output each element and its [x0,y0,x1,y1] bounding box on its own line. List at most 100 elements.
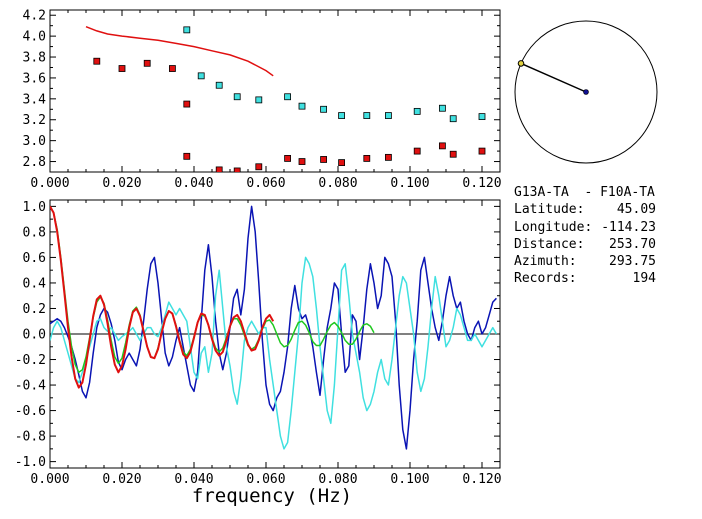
red-trace [50,205,275,389]
x-tick-label: 0.080 [318,176,357,191]
model-curve [85,26,274,77]
cyan-point [320,105,328,113]
red-point [233,167,241,172]
info-value: 45.09 [616,202,656,218]
cyan-point [438,104,446,112]
red-point [183,152,191,160]
red-point [384,153,392,161]
y-tick-label: 3.2 [23,113,46,128]
info-value: -114.23 [601,219,656,235]
cyan-point [233,93,241,101]
red-point [255,163,263,171]
info-value: 293.75 [609,254,656,270]
red-point [93,57,101,65]
y-tick-label: 3.6 [23,71,46,86]
source-marker [517,60,525,67]
y-tick-label: -1.0 [15,455,46,470]
red-point [298,158,306,165]
x-tick-label: 0.040 [174,176,213,191]
y-tick-label: 4.0 [23,30,46,45]
y-tick-label: -0.4 [15,379,46,394]
azimuth-inset [514,20,658,164]
station-info-panel: G13A-TA - F10A-TA Latitude: 45.09 Longitu… [514,184,700,288]
great-circle-path [520,62,587,93]
x-axis-title: frequency (Hz) [192,485,352,507]
cyan-point [338,112,346,119]
red-point [363,155,371,162]
cyan-point [284,93,292,101]
info-row-distance: Distance: 253.70 [514,236,700,253]
red-point [215,166,223,172]
red-point [320,156,328,163]
y-tick-label: 0.6 [23,251,46,266]
cyan-point [215,81,223,89]
y-tick-label: 3.0 [23,134,46,149]
velocity-plot: 0.000 0.020 0.040 0.060 0.080 0.100 0.120 2.8 3.… [23,9,502,191]
x-tick-label: 0.000 [30,472,69,487]
y-tick-label: 3.4 [23,92,47,107]
station-marker [583,89,589,95]
station-pair-title: G13A-TA - F10A-TA [514,185,655,200]
info-row-latitude: Latitude: 45.09 [514,201,700,218]
x-tick-label: 0.040 [174,472,213,487]
x-tick-label: 0.100 [390,176,429,191]
cyan-point [413,107,421,115]
cyan-point [255,96,263,104]
info-label: Distance: [514,236,585,252]
red-point [478,147,486,155]
red-point [338,159,346,166]
cyan-point [478,113,486,121]
info-row-records: Records: 194 [514,270,700,287]
y-tick-label: -0.2 [15,353,46,368]
cyan-trace [50,256,498,450]
red-point [413,147,421,155]
waveform-plot: 0.000 0.020 0.040 0.060 0.080 0.100 0.120 -1.0 -… [15,199,502,487]
plot-frame [49,9,501,173]
info-value: 194 [632,271,656,287]
x-tick-label: 0.120 [462,472,501,487]
info-row-longitude: Longitude: -114.23 [514,219,700,236]
x-tick-label: 0.080 [318,472,357,487]
red-point [284,155,292,162]
red-point [449,150,457,158]
y-tick-label: -0.8 [15,430,46,445]
y-tick-label: 0.2 [23,302,46,317]
bottom-data [50,205,498,450]
y-tick-label: -0.6 [15,404,46,419]
cyan-point [197,72,205,80]
red-point [143,59,151,67]
red-point [168,65,176,72]
y-tick-label: 3.8 [23,51,46,66]
x-tick-label: 0.060 [246,472,285,487]
cyan-point [384,112,392,119]
cyan-point [363,112,371,119]
x-tick-label: 0.020 [102,176,141,191]
y-tick-label: 2.8 [23,155,46,170]
red-point [183,100,191,108]
red-point [438,142,446,150]
y-tick-label: 1.0 [23,200,46,215]
info-label: Records: [514,271,577,287]
info-label: Longitude: [514,219,593,235]
red-point [118,65,126,72]
info-value: 253.70 [609,236,656,252]
range-circle [514,20,658,164]
x-tick-label: 0.000 [30,176,69,191]
cyan-point [183,26,191,34]
y-tick-label: 0.0 [23,328,46,343]
x-tick-label: 0.100 [390,472,429,487]
blue-trace [50,205,497,450]
top-data [85,26,486,172]
info-label: Latitude: [514,202,585,218]
cyan-point [298,102,306,110]
y-tick-label: 0.8 [23,225,46,240]
y-tick-label: 0.4 [23,276,47,291]
x-tick-label: 0.060 [246,176,285,191]
y-tick-label: 4.2 [23,9,46,24]
info-row-azimuth: Azimuth: 293.75 [514,253,700,270]
x-tick-label: 0.120 [462,176,501,191]
info-label: Azimuth: [514,254,577,270]
cyan-point [449,115,457,123]
x-tick-label: 0.020 [102,472,141,487]
